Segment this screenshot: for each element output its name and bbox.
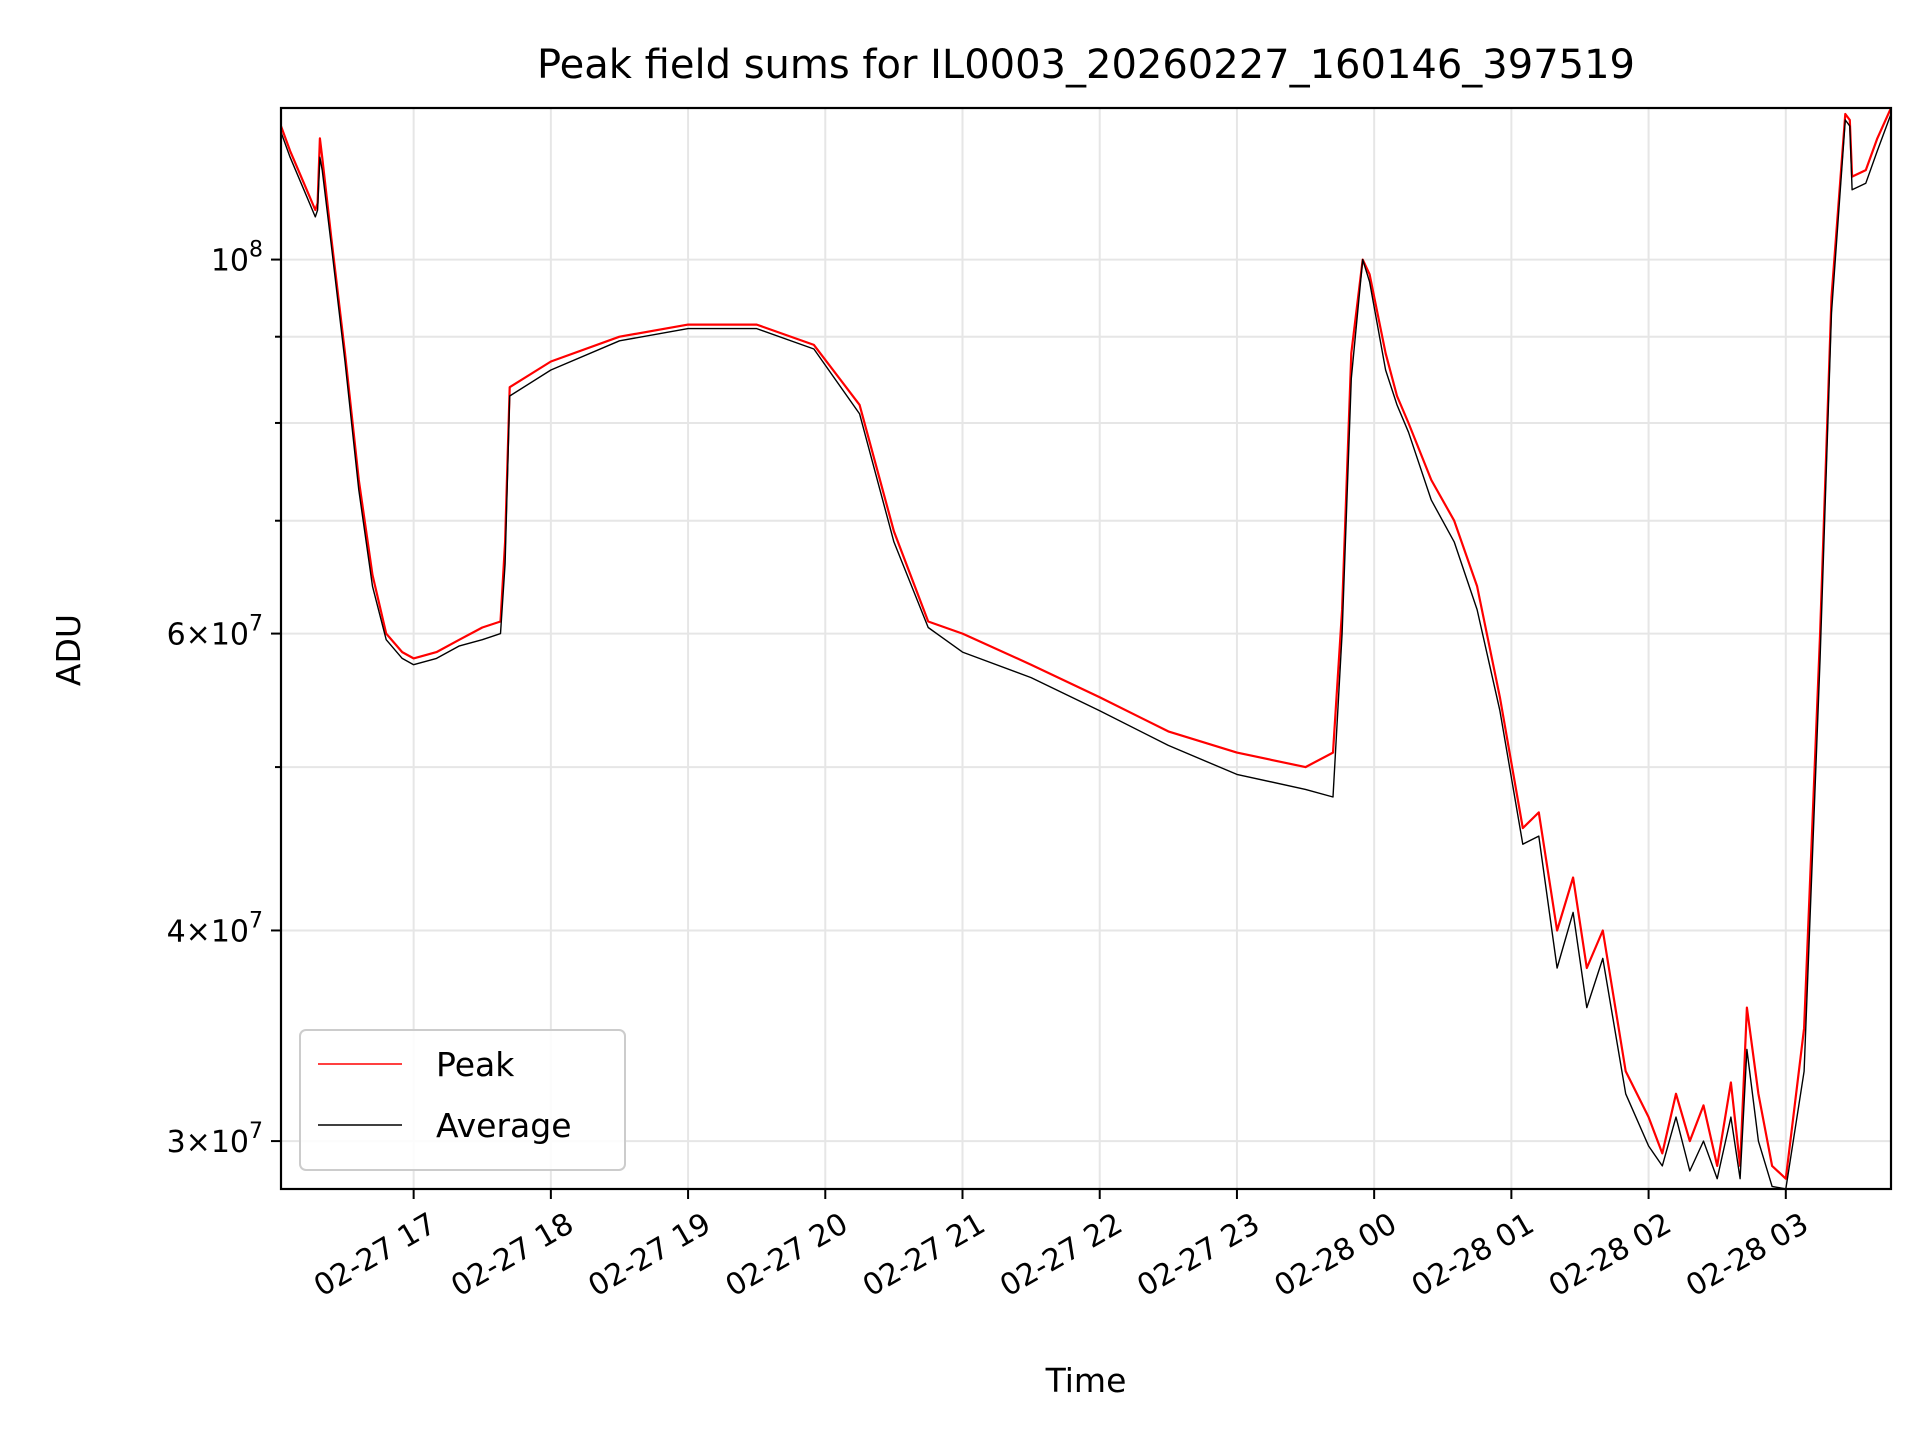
series-layer: [281, 108, 1891, 1189]
x-tick-label: 02-27 20: [720, 1206, 854, 1304]
x-tick-label: 02-27 21: [857, 1206, 991, 1304]
legend: Peak Average: [299, 1029, 626, 1171]
y-tick-label: 108: [211, 238, 263, 279]
plot-frame: [279, 106, 1893, 1191]
series-line-peak: [281, 108, 1891, 1180]
chart-title: Peak field sums for IL0003_20260227_1601…: [537, 42, 1635, 88]
series-line-average: [281, 113, 1891, 1189]
x-tick-label: 02-28 00: [1269, 1206, 1403, 1304]
y-tick-label: 3×107: [167, 1119, 263, 1160]
y-tick-label: 6×107: [167, 612, 263, 653]
x-tick-label: 02-27 17: [308, 1206, 442, 1304]
legend-box: [299, 1029, 626, 1171]
x-tick-label: 02-27 22: [994, 1206, 1128, 1304]
x-tick-label: 02-28 01: [1406, 1206, 1540, 1304]
x-tick-label: 02-28 03: [1680, 1206, 1814, 1304]
x-tick-label: 02-27 19: [583, 1206, 717, 1304]
x-axis-label: Time: [1045, 1361, 1127, 1400]
x-tick-label: 02-28 02: [1543, 1206, 1677, 1304]
y-axis-label: ADU: [49, 614, 88, 686]
legend-peak-label: Peak: [436, 1045, 515, 1084]
y-tick-label: 4×107: [167, 908, 263, 949]
x-tick-label: 02-27 23: [1131, 1206, 1265, 1304]
legend-average-label: Average: [436, 1106, 572, 1145]
grid: [281, 108, 1891, 1189]
x-tick-label: 02-27 18: [445, 1206, 579, 1304]
